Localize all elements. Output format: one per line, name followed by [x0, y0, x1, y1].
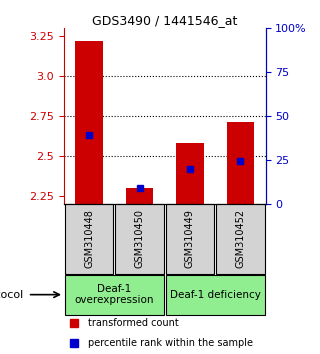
- Title: GDS3490 / 1441546_at: GDS3490 / 1441546_at: [92, 14, 237, 27]
- FancyBboxPatch shape: [65, 204, 113, 274]
- Text: GSM310448: GSM310448: [84, 209, 94, 268]
- Text: protocol: protocol: [0, 290, 24, 299]
- Text: GSM310449: GSM310449: [185, 209, 195, 268]
- FancyBboxPatch shape: [166, 275, 265, 315]
- Text: transformed count: transformed count: [88, 318, 179, 328]
- FancyBboxPatch shape: [216, 204, 265, 274]
- Text: GSM310450: GSM310450: [135, 209, 145, 268]
- FancyBboxPatch shape: [65, 275, 164, 315]
- Bar: [75, 41, 103, 204]
- Text: Deaf-1
overexpression: Deaf-1 overexpression: [75, 284, 154, 306]
- Bar: [176, 143, 204, 204]
- Text: GSM310452: GSM310452: [236, 209, 245, 268]
- FancyBboxPatch shape: [166, 204, 214, 274]
- Bar: [126, 188, 154, 204]
- FancyBboxPatch shape: [116, 204, 164, 274]
- Bar: [227, 122, 254, 204]
- Text: Deaf-1 deficiency: Deaf-1 deficiency: [170, 290, 260, 299]
- Text: percentile rank within the sample: percentile rank within the sample: [88, 338, 253, 348]
